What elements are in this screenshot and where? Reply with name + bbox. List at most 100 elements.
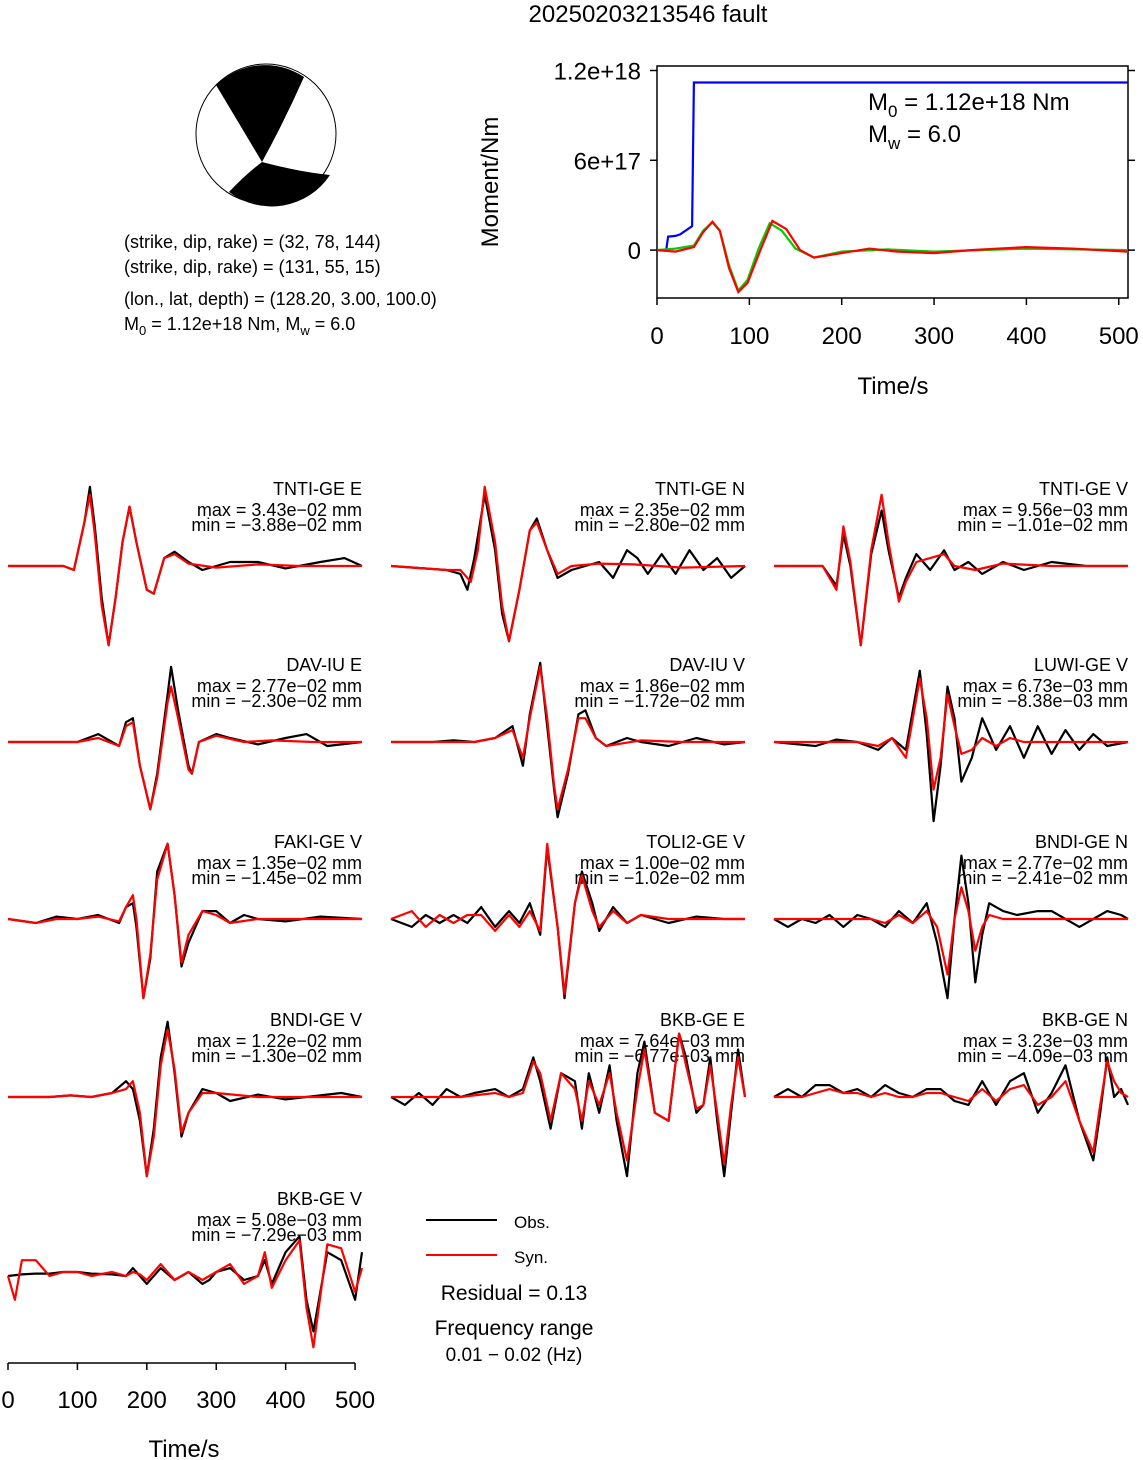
beachball-icon (195, 63, 337, 207)
observed-waveform (7, 842, 363, 1000)
waveform-xtick-label: 0 (1, 1387, 14, 1414)
moment-series-line (656, 220, 1129, 293)
synthetic-waveform (8, 493, 362, 647)
min-amplitude-label: min = −6.77e−03 mm (574, 1046, 745, 1066)
station-label: TOLI2-GE V (646, 832, 745, 852)
min-amplitude-label: min = −2.30e−02 mm (191, 691, 362, 711)
observed-waveform (773, 854, 1129, 1000)
nodal-plane-2-text: (strike, dip, rake) = (131, 55, 15) (124, 257, 381, 277)
legend: Obs. Syn. Residual = 0.13 Frequency rang… (426, 1213, 593, 1366)
station-label: TNTI-GE E (273, 479, 362, 499)
moment-xtick-label: 100 (729, 323, 769, 350)
moment-xtick-label: 200 (822, 323, 862, 350)
min-amplitude-label: min = −7.29e−03 mm (191, 1225, 362, 1245)
station-label: BKB-GE N (1042, 1010, 1128, 1030)
moment-xtick-label: 300 (914, 323, 954, 350)
min-amplitude-label: min = −1.45e−02 mm (191, 868, 362, 888)
max-amplitude-label: max = 1.35e−02 mm (197, 853, 362, 873)
moment-xtick-label: 400 (1006, 323, 1046, 350)
min-amplitude-label: min = −2.41e−02 mm (957, 868, 1128, 888)
waveform-xtick-label: 400 (266, 1387, 306, 1414)
waveform-xtick-label: 200 (127, 1387, 167, 1414)
max-amplitude-label: max = 3.23e−03 mm (963, 1031, 1128, 1051)
moment-xtick-label: 0 (650, 323, 663, 350)
synthetic-waveform (7, 842, 362, 1000)
max-amplitude-label: max = 9.56e−03 mm (963, 500, 1128, 520)
observed-waveform (773, 1056, 1130, 1162)
legend-obs-label: Obs. (514, 1213, 550, 1232)
max-amplitude-label: max = 6.73e−03 mm (963, 676, 1128, 696)
synthetic-waveform (774, 493, 1128, 647)
min-amplitude-label: min = −1.01e−02 mm (957, 515, 1128, 535)
synthetic-waveform (774, 1060, 1129, 1154)
moment-chart-frame (656, 65, 1129, 299)
synthetic-waveform (390, 485, 746, 643)
synthetic-waveform (391, 1032, 747, 1166)
max-amplitude-label: max = 2.77e−02 mm (197, 676, 362, 696)
synthetic-waveform (391, 665, 745, 811)
moment-series-line (657, 81, 1128, 252)
station-label: LUWI-GE V (1034, 655, 1128, 675)
waveform-time-axis: 0 100 200 300 400 500 (1, 1362, 375, 1414)
synthetic-waveform (774, 886, 1128, 976)
station-label: TNTI-GE V (1039, 479, 1128, 499)
station-label: BNDI-GE V (270, 1010, 362, 1030)
synthetic-waveform (8, 685, 362, 811)
station-label: DAV-IU E (286, 655, 362, 675)
station-label: DAV-IU V (669, 655, 745, 675)
frequency-value: 0.01 − 0.02 (Hz) (446, 1345, 583, 1366)
moment-ytick-label: 0 (628, 238, 641, 265)
max-amplitude-label: max = 7.64e−03 mm (580, 1031, 745, 1051)
max-amplitude-label: max = 3.43e−02 mm (197, 500, 362, 520)
max-amplitude-label: max = 2.77e−02 mm (963, 853, 1128, 873)
max-amplitude-label: max = 5.08e−03 mm (197, 1210, 362, 1230)
station-label: FAKI-GE V (274, 832, 362, 852)
moment-ytick-label: 1.2e+18 (554, 58, 641, 85)
waveform-xtick-label: 300 (196, 1387, 236, 1414)
synthetic-waveform (390, 842, 745, 996)
observed-waveform (390, 493, 746, 643)
waveform-xlabel: Time/s (148, 1436, 219, 1460)
moment-xlabel: Time/s (857, 373, 928, 400)
moment-ylabel: Moment/Nm (477, 117, 504, 248)
moment-m0-annotation: M0 = 1.12e+18 Nm (868, 89, 1070, 121)
figure-title: 20250203213546 fault (529, 1, 768, 28)
observed-waveform (773, 669, 1129, 823)
station-label: BNDI-GE N (1035, 832, 1128, 852)
station-label: TNTI-GE N (655, 479, 745, 499)
min-amplitude-label: min = −1.72e−02 mm (574, 691, 745, 711)
max-amplitude-label: max = 1.86e−02 mm (580, 676, 745, 696)
waveform-xtick-label: 500 (335, 1387, 375, 1414)
residual-text: Residual = 0.13 (441, 1282, 588, 1305)
synthetic-waveform (6, 1239, 364, 1349)
min-amplitude-label: min = −1.30e−02 mm (191, 1046, 362, 1066)
moment-ytick-label: 6e+17 (574, 148, 641, 175)
max-amplitude-label: max = 1.22e−02 mm (197, 1031, 362, 1051)
station-label: BKB-GE E (660, 1010, 745, 1030)
min-amplitude-label: min = −1.02e−02 mm (574, 868, 745, 888)
nodal-plane-1-text: (strike, dip, rake) = (32, 78, 144) (124, 232, 381, 252)
min-amplitude-label: min = −2.80e−02 mm (574, 515, 745, 535)
moment-xtick-label: 500 (1099, 323, 1139, 350)
legend-syn-label: Syn. (514, 1248, 548, 1267)
min-amplitude-label: min = −3.88e−02 mm (191, 515, 362, 535)
synthetic-waveform (8, 1028, 362, 1178)
moment-series-line (656, 219, 1129, 294)
waveform-xtick-label: 100 (57, 1387, 97, 1414)
observed-waveform (774, 509, 1128, 647)
frequency-title: Frequency range (435, 1317, 594, 1340)
